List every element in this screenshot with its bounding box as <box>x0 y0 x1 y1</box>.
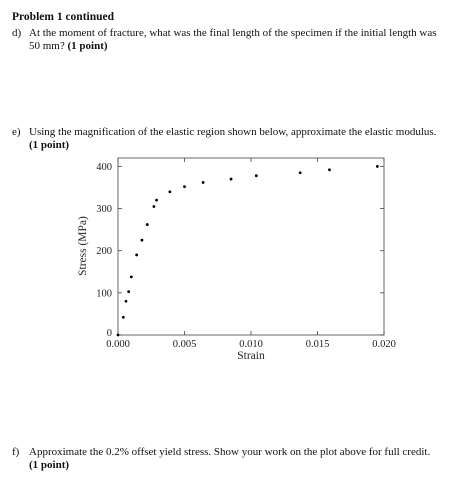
data-point <box>129 275 133 279</box>
question-text: At the moment of fracture, what was the … <box>29 27 437 53</box>
data-point <box>135 253 139 257</box>
question-text: Using the magnification of the elastic r… <box>29 126 437 138</box>
data-point <box>328 168 331 172</box>
data-point <box>183 185 186 189</box>
question-label: f) <box>12 446 20 458</box>
data-point <box>168 190 172 194</box>
page-title: Problem 1 continued <box>12 11 115 23</box>
x-tick-label: 0.015 <box>306 339 330 350</box>
question-text-line2: 50 mm? <box>29 40 65 52</box>
y-tick-label: 300 <box>96 204 112 215</box>
data-point <box>140 238 144 242</box>
tick-labels: 0.000 0.005 0.010 0.015 0.020 0 100 200 300 400 <box>96 162 396 350</box>
data-point <box>116 333 120 337</box>
question-text: Approximate the 0.2% offset yield stress… <box>29 446 431 458</box>
y-tick-label: 400 <box>96 162 112 173</box>
question-text-line1: At the moment of fracture, what was the … <box>29 27 437 39</box>
data-point <box>298 171 302 175</box>
question-points: (1 point) <box>29 139 70 151</box>
y-tick-label: 200 <box>96 246 112 257</box>
y-axis-label: Stress (MPa) <box>77 216 89 276</box>
data-point <box>124 299 128 303</box>
plot-frame <box>117 157 385 336</box>
data-point <box>201 181 205 184</box>
y-tick-label: 0 <box>107 328 112 339</box>
data-points <box>116 165 379 337</box>
data-point <box>155 198 158 202</box>
data-point <box>375 165 379 168</box>
x-axis-label: Strain <box>237 350 265 362</box>
question-label: e) <box>12 126 21 138</box>
data-point <box>121 315 125 319</box>
y-tick-label: 100 <box>96 288 112 299</box>
data-point <box>145 223 149 226</box>
question-points: (1 point) <box>29 459 70 471</box>
x-tick-label: 0.020 <box>372 339 396 350</box>
question-points: (1 point) <box>67 40 108 52</box>
data-point <box>254 174 258 178</box>
x-tick-label: 0.005 <box>173 339 197 350</box>
data-point <box>229 177 233 181</box>
question-label: d) <box>12 27 22 39</box>
axis-ticks <box>117 158 385 336</box>
x-tick-label: 0.000 <box>106 339 130 350</box>
data-point <box>127 290 131 293</box>
x-tick-label: 0.010 <box>239 339 263 350</box>
data-point <box>152 205 156 208</box>
